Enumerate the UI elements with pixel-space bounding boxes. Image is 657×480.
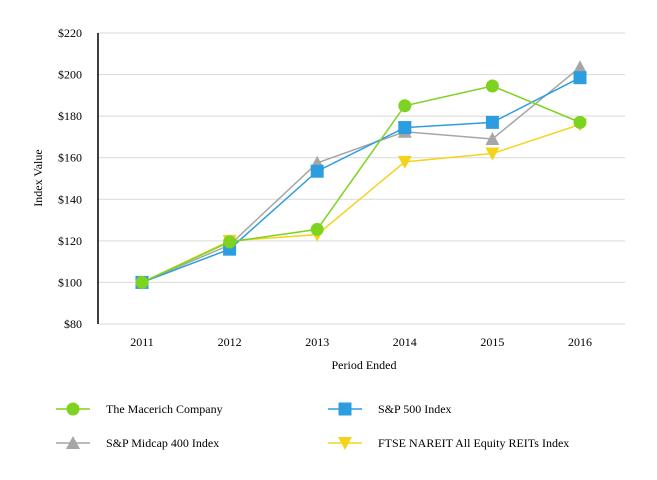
y-tick-label: $120: [58, 234, 82, 248]
x-tick-label: 2014: [393, 335, 417, 349]
x-tick-label: 2012: [218, 335, 242, 349]
y-tick-label: $80: [64, 317, 82, 331]
data-point: [485, 147, 500, 161]
y-tick-label: $220: [58, 26, 82, 40]
x-tick-label: 2015: [480, 335, 504, 349]
legend-item-the-macerich-company: The Macerich Company: [56, 402, 223, 416]
y-tick-label: $140: [58, 192, 82, 206]
data-point: [397, 155, 412, 169]
y-tick-label: $200: [58, 68, 82, 82]
data-point: [310, 164, 324, 178]
x-tick-label: 2011: [130, 335, 154, 349]
legend-marker: [338, 402, 352, 416]
legend-marker: [338, 437, 352, 450]
legend-label: The Macerich Company: [106, 402, 223, 416]
series-group: [135, 60, 587, 290]
y-tick-label: $180: [58, 109, 82, 123]
y-axis-title: Index Value: [31, 149, 45, 206]
data-point: [398, 121, 412, 135]
legend-label: FTSE NAREIT All Equity REITs Index: [378, 436, 569, 450]
series-the-macerich-company: [135, 79, 587, 289]
series-line: [141, 123, 581, 284]
legend-label: S&P Midcap 400 Index: [106, 436, 219, 450]
data-point: [310, 222, 324, 236]
data-point: [573, 71, 587, 85]
x-tick-labels: 2011 2012 2013 2014 2015 2016: [130, 335, 592, 349]
series-line: [141, 66, 581, 284]
legend-item-sandp-500-index: S&P 500 Index: [328, 402, 452, 416]
data-point: [485, 115, 499, 129]
y-tick-label: $160: [58, 151, 82, 165]
legend-item-ftse-nareit-all-equity-reits-index: FTSE NAREIT All Equity REITs Index: [328, 436, 569, 450]
data-point: [223, 235, 237, 249]
series-line: [141, 85, 581, 284]
data-point: [135, 275, 149, 289]
legend-label: S&P 500 Index: [378, 402, 452, 416]
y-tick-labels: $80 $100 $120 $140 $160 $180 $200 $220: [58, 26, 82, 331]
legend: The Macerich Company S&P 500 Index S&P Mid…: [56, 402, 569, 450]
data-point: [573, 115, 587, 129]
legend-marker: [66, 402, 80, 416]
series-line: [141, 77, 581, 284]
data-point: [573, 60, 587, 74]
series-ftse-nareit-all-equity-reits-index: [135, 118, 587, 290]
x-axis-title: Period Ended: [332, 358, 397, 372]
x-tick-label: 2016: [568, 335, 592, 349]
data-point: [485, 79, 499, 93]
data-point: [398, 99, 412, 113]
y-tick-label: $100: [58, 275, 82, 289]
legend-item-sandp-midcap-400-index: S&P Midcap 400 Index: [56, 436, 219, 450]
data-point: [485, 132, 500, 146]
gridlines: [98, 32, 625, 325]
legend-marker: [66, 436, 80, 449]
x-tick-label: 2013: [305, 335, 329, 349]
